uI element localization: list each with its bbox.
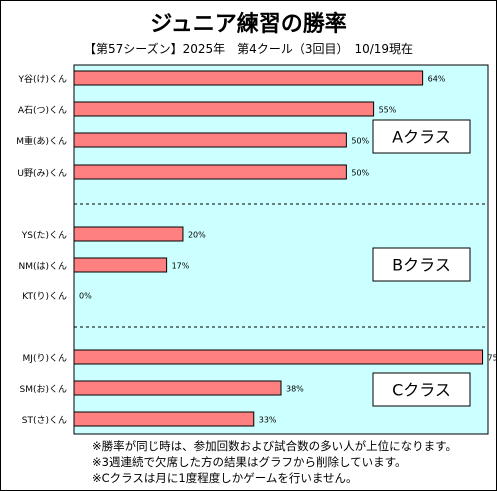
data-label: 0% <box>79 292 92 301</box>
data-label: 64% <box>428 75 446 84</box>
category-label: A石(つ)くん <box>18 105 67 116</box>
data-label: 50% <box>351 137 369 146</box>
category-label: NM(は)くん <box>18 261 67 272</box>
data-label: 33% <box>259 416 277 425</box>
bar <box>73 349 484 365</box>
group-label-box <box>372 372 471 407</box>
bar <box>73 411 255 427</box>
bar <box>73 380 282 396</box>
chart-subtitle: 【第57シーズン】2025年 第4クール（3回目） 10/19現在 <box>83 42 414 56</box>
category-label: YS(た)くん <box>21 230 67 241</box>
category-label: SM(お)くん <box>19 384 67 395</box>
note-line: ※3週連続で欠席した方の結果はグラフから削除しています。 <box>92 455 407 469</box>
notes: ※勝率が同じ時は、参加回数および試合数の多い人が上位になります。 ※3週連続で欠… <box>92 438 457 486</box>
bar <box>73 132 347 148</box>
group-label: Bクラス <box>392 256 451 275</box>
data-label: 55% <box>379 106 397 115</box>
chart-title: ジュニア練習の勝率 <box>150 12 347 37</box>
data-label: 20% <box>188 231 206 240</box>
category-label: MJ(り)くん <box>23 353 67 364</box>
bar <box>73 257 168 273</box>
bar <box>73 101 375 117</box>
data-label: 75% <box>488 354 497 363</box>
data-label: 38% <box>286 385 304 394</box>
category-label: ST(さ)くん <box>22 415 67 426</box>
group-label: Cクラス <box>392 381 451 400</box>
data-label: 50% <box>351 169 369 178</box>
data-label: 17% <box>172 262 190 271</box>
bar <box>73 226 184 242</box>
bar <box>73 70 424 86</box>
category-label: M重(あ)くん <box>16 135 67 147</box>
category-label: KT(り)くん <box>22 291 67 302</box>
group-label-box <box>372 119 471 154</box>
note-line: ※勝率が同じ時は、参加回数および試合数の多い人が上位になります。 <box>92 439 457 453</box>
category-label: U野(み)くん <box>17 168 67 179</box>
group-label: Aクラス <box>392 128 451 147</box>
bar <box>73 164 347 180</box>
group-label-box <box>372 247 471 282</box>
note-line: ※Cクラスは月に1度程度しかゲームを行いません。 <box>92 471 358 485</box>
category-label: Y谷(け)くん <box>17 74 67 85</box>
